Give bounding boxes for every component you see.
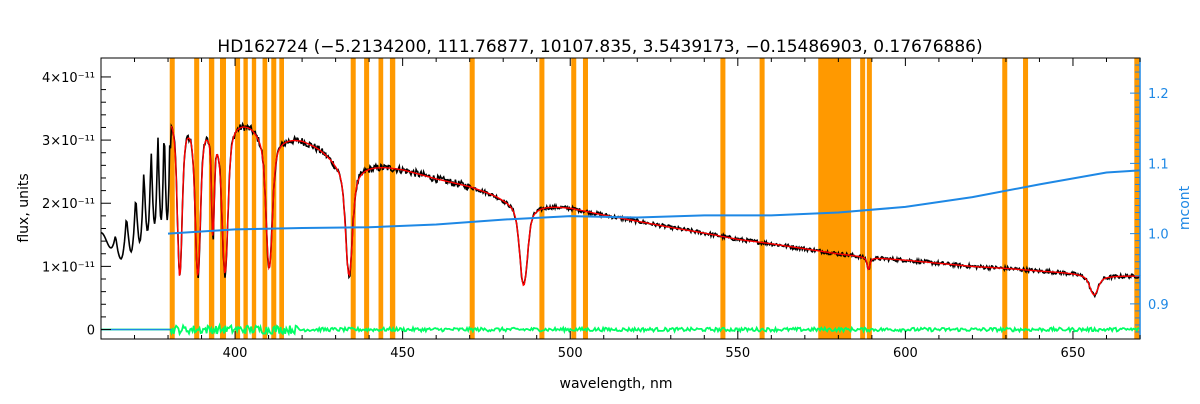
masked-band [219, 58, 227, 339]
observed-line [100, 121, 1141, 299]
masked-band [1023, 58, 1029, 339]
x-tick-label: 500 [558, 346, 583, 361]
mcont-series [167, 169, 1141, 235]
masked-band [469, 58, 475, 339]
masked-band [539, 58, 545, 339]
masked-band [194, 58, 200, 339]
masked-band [364, 58, 370, 339]
observed-series [100, 121, 1141, 299]
masked-band [279, 58, 284, 339]
y-axis-label: flux, units [16, 173, 32, 242]
y2-tick-label: 1.0 [1148, 228, 1169, 243]
masked-band [235, 58, 241, 339]
axes: 400 450 500 550 600 650 0 1×10⁻¹¹ 2×10⁻¹¹ 3×10⁻¹¹… [42, 57, 1169, 361]
y-tick-label: 4×10⁻¹¹ [42, 71, 95, 86]
masked-band [720, 58, 726, 339]
masked-band [860, 58, 866, 339]
y-tick-label: 1×10⁻¹¹ [42, 260, 95, 275]
plot-frame [100, 57, 1141, 340]
y-tick-label: 3×10⁻¹¹ [42, 134, 95, 149]
y-tick-label: 2×10⁻¹¹ [42, 197, 95, 212]
x-axis-label: wavelength, nm [560, 376, 673, 392]
y2-axis-label: mcont [1177, 185, 1193, 230]
y2-tick-label: 1.1 [1148, 157, 1169, 172]
masked-band [389, 58, 396, 339]
masked-band [243, 58, 248, 339]
x-tick-label: 450 [390, 346, 415, 361]
masked-band [169, 58, 175, 339]
masked-band [571, 58, 577, 339]
masked-band [378, 58, 384, 339]
y-tick-label: 0 [87, 324, 95, 339]
model-series [170, 125, 1140, 296]
model-line [170, 125, 1140, 296]
masked-band [818, 58, 852, 339]
residual-series [101, 322, 1140, 337]
x-tick-label: 550 [725, 346, 750, 361]
masked-band [1002, 58, 1008, 339]
masked-band [251, 58, 257, 339]
y2-tick-label: 1.2 [1148, 87, 1169, 102]
masked-band [350, 58, 356, 339]
masked-regions [169, 58, 1140, 339]
x-tick-label: 600 [893, 346, 918, 361]
y2-tick-label: 0.9 [1148, 298, 1169, 313]
chart-title: HD162724 (−5.2134200, 111.76877, 10107.8… [217, 37, 982, 57]
masked-band [582, 58, 588, 339]
masked-band [759, 58, 765, 339]
x-tick-label: 400 [223, 346, 248, 361]
mcont-line [167, 169, 1141, 235]
masked-band [866, 58, 872, 339]
x-tick-label: 650 [1061, 346, 1086, 361]
residual-line [101, 322, 1140, 337]
